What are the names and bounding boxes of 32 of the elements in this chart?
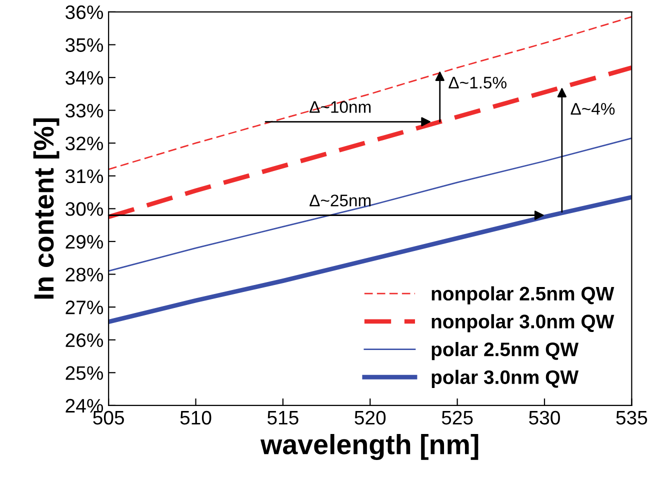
y-tick-label: 29%: [66, 234, 104, 249]
x-tick-label: 515: [268, 411, 298, 425]
x-axis-title: wavelength [nm]: [260, 434, 478, 460]
legend-label: nonpolar 2.5nm QW: [432, 286, 614, 304]
x-tick-label: 525: [442, 410, 473, 425]
legend-label: nonpolar 3.0nm QW: [432, 314, 614, 332]
y-tick-label: 36%: [66, 5, 104, 20]
legend-label: polar 3.0nm QW: [432, 370, 579, 388]
y-tick-label: 34%: [66, 70, 104, 85]
y-tick-label: 35%: [66, 38, 104, 52]
y-tick-label: 27%: [66, 300, 104, 314]
annotation: Δ~25nm: [310, 194, 371, 206]
y-tick-label: 31%: [66, 169, 104, 184]
y-tick-label: 25%: [66, 366, 104, 380]
line-series: [108, 65, 632, 220]
annotation: Δ~4%: [570, 103, 615, 115]
y-tick-label: 24%: [66, 398, 104, 413]
y-tick-label: 28%: [66, 268, 104, 282]
y-tick-label: 33%: [66, 104, 104, 118]
y-axis-title: In content [%]: [33, 118, 60, 299]
line-series: [108, 16, 632, 170]
y-tick-label: 32%: [66, 136, 104, 150]
x-tick-label: 530: [529, 410, 560, 425]
x-tick-label: 535: [616, 410, 648, 425]
x-tick-label: 510: [180, 410, 212, 425]
x-tick-label: 505: [93, 410, 124, 425]
annotation: Δ~1.5%: [448, 76, 506, 89]
y-tick-label: 30%: [66, 202, 104, 216]
x-tick-label: 520: [354, 410, 386, 425]
legend-label: polar 2.5nm QW: [432, 342, 579, 360]
line-series: [108, 137, 632, 272]
y-tick-label: 26%: [66, 333, 104, 348]
